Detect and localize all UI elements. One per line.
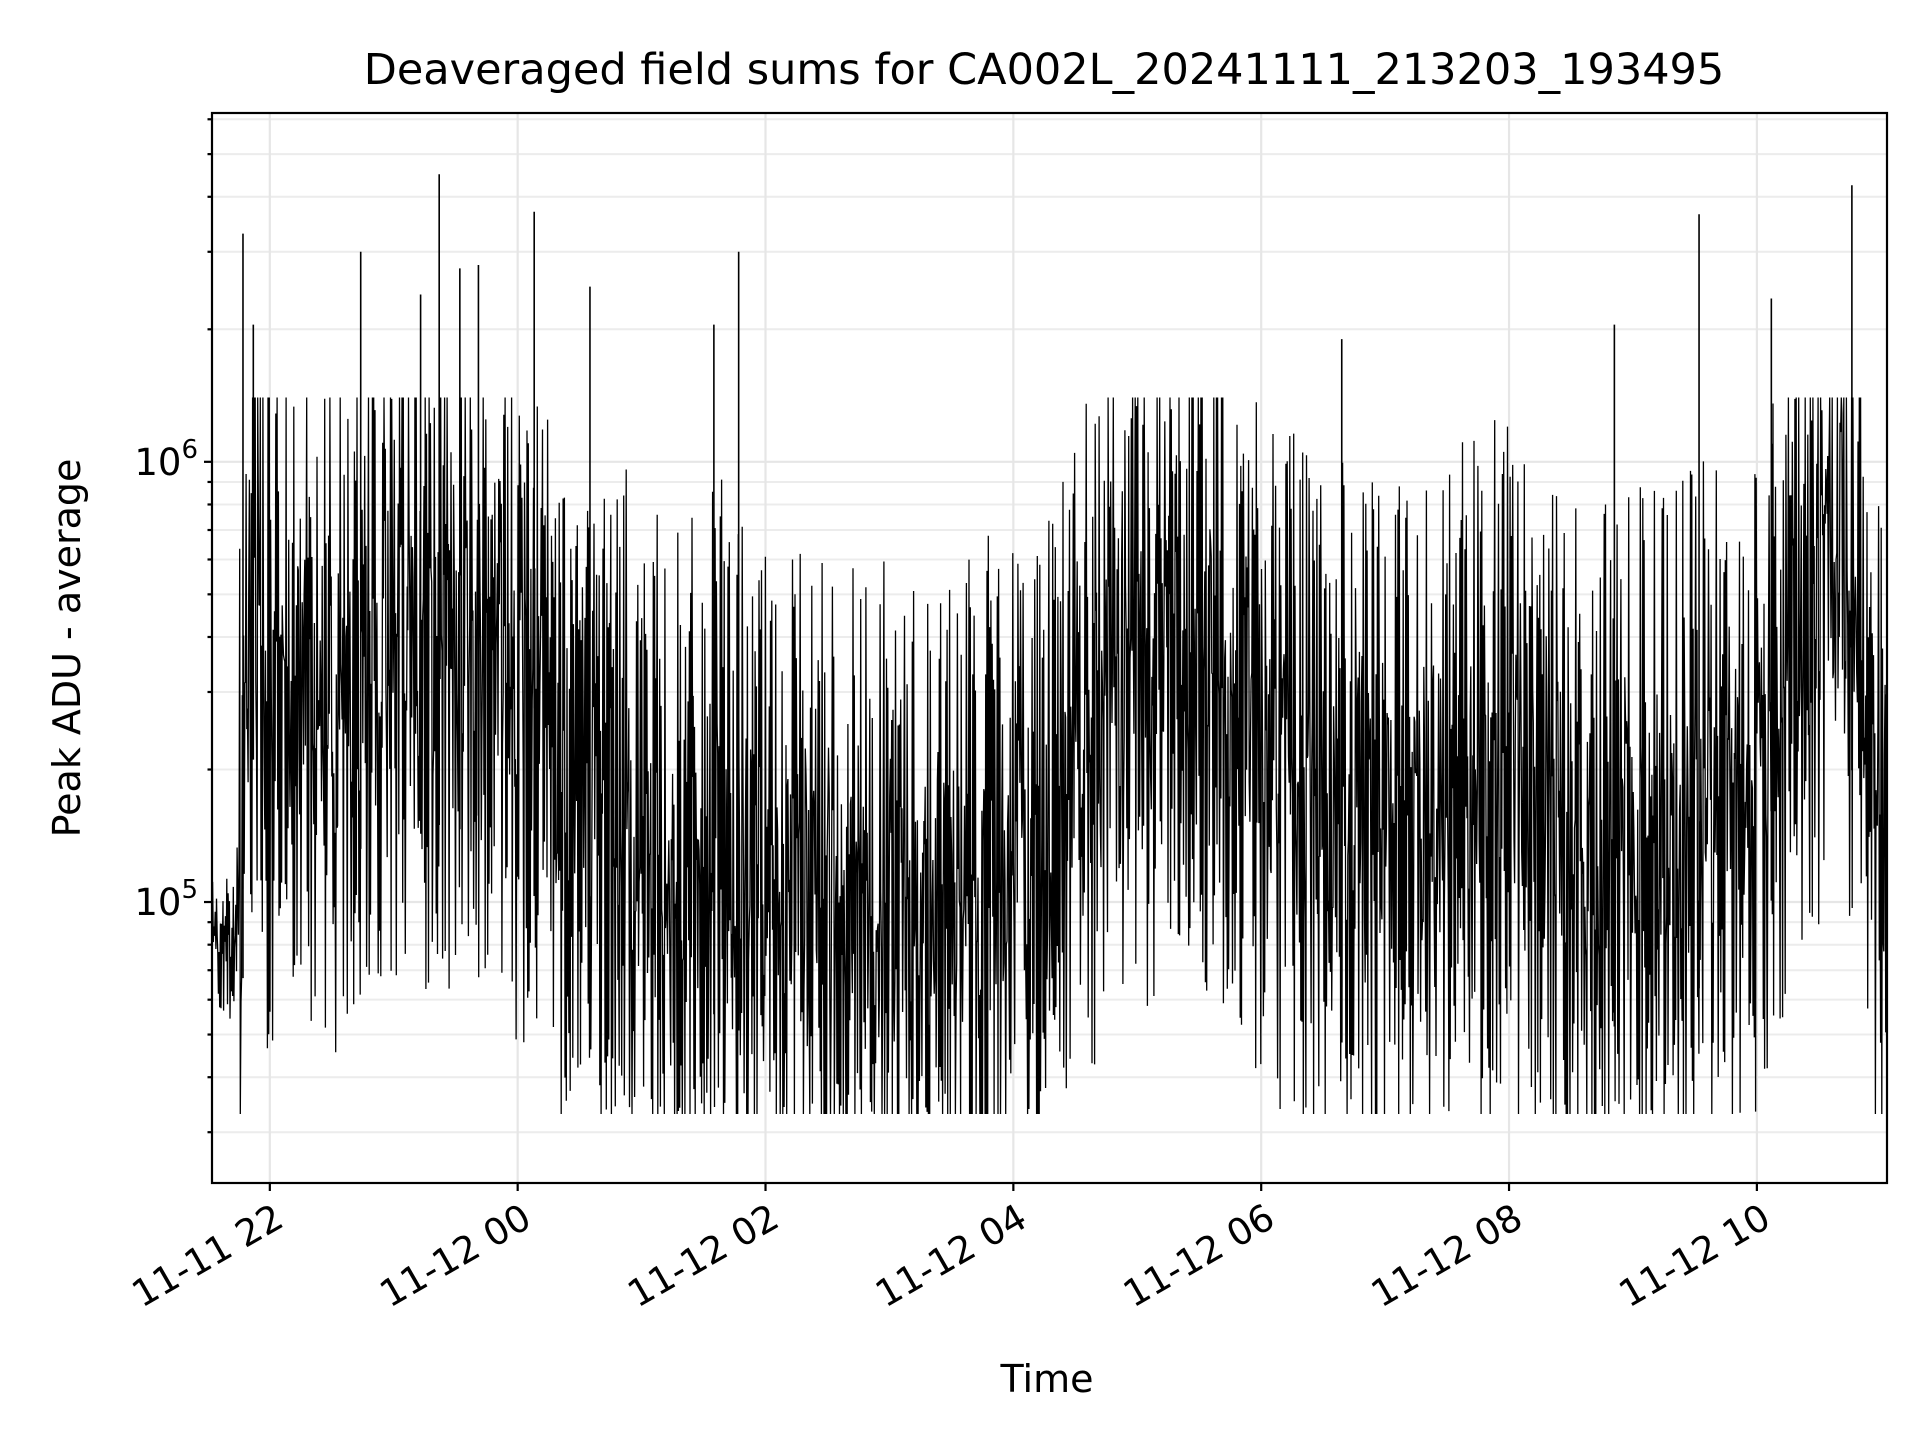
plot-area-frame [210,111,1889,1185]
y-tick-label: 106 [134,435,198,484]
y-axis-label: Peak ADU - average [45,459,89,838]
chart-title: Deaveraged field sums for CA002L_2024111… [364,45,1725,95]
y-axis: 105 106 [134,118,212,1134]
series-trace [211,397,1888,1115]
data-series [211,174,1888,1115]
y-tick-label: 105 [134,875,198,924]
x-axis-label: Time [1000,1357,1094,1401]
